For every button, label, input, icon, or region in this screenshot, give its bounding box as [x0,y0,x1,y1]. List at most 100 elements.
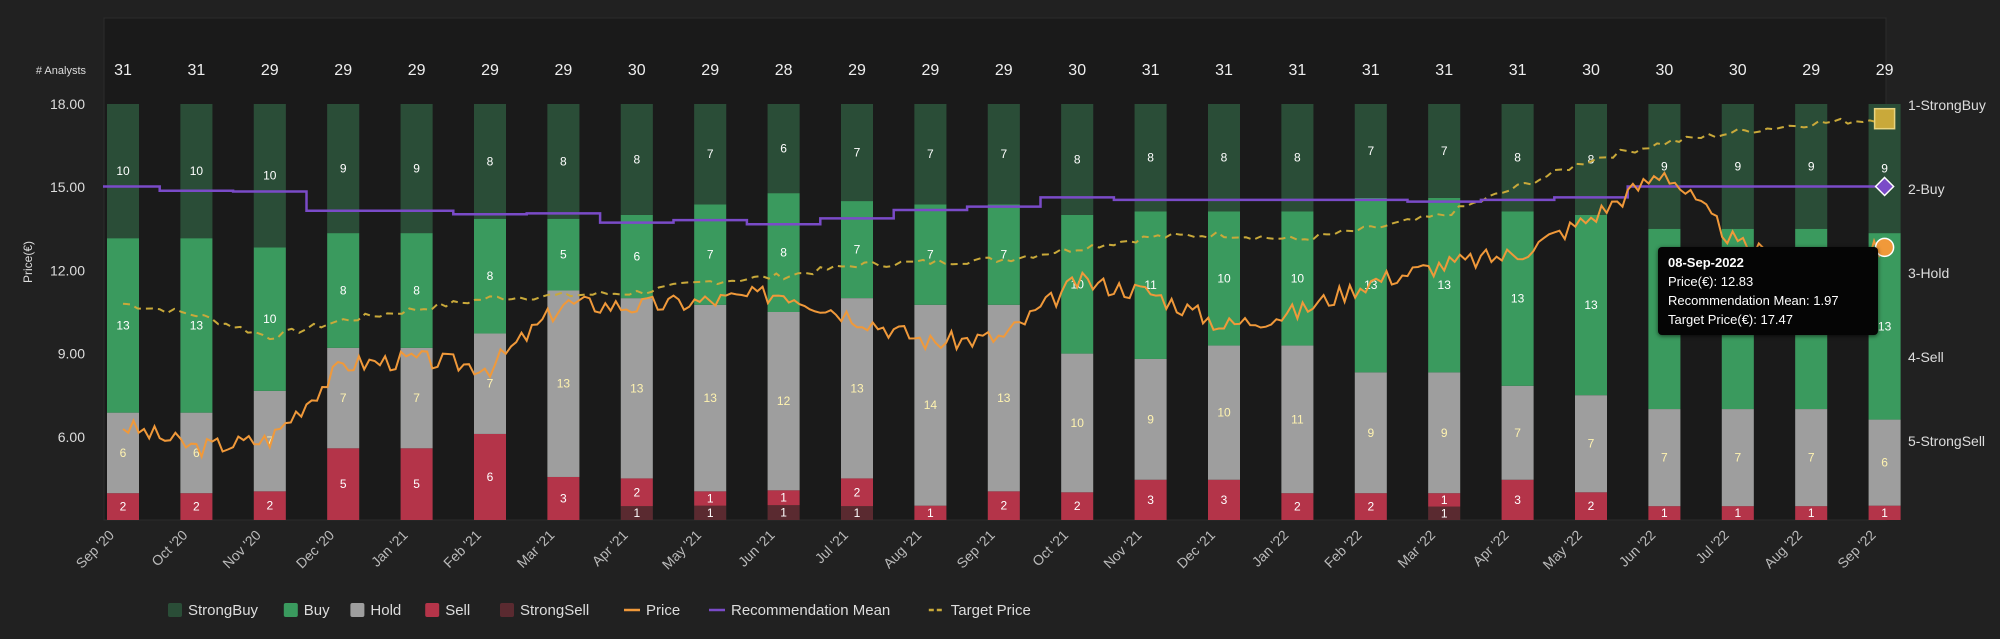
y-tick-label: 9.00 [58,346,85,362]
bar-segment-hold [1648,409,1681,507]
bar-segment-sell [1795,506,1828,520]
bar-value-label: 7 [854,146,861,160]
bar-value-label: 7 [707,147,714,161]
bar-value-label: 8 [340,283,347,297]
bar-segment-hold [1428,372,1461,494]
bar-segment-buy [400,233,433,348]
bar-segment-strongbuy [694,104,727,205]
bar-segment-buy [253,247,286,391]
bar-segment-strongbuy [767,104,800,194]
bar-segment-hold [253,390,286,492]
legend-swatch [168,603,182,617]
bar-value-label: 8 [1294,151,1301,165]
bar-value-label: 8 [413,283,420,297]
analyst-count: 29 [481,62,499,79]
analyst-count: 29 [1802,62,1820,79]
bar-value-label: 2 [266,499,273,513]
bar-value-label: 8 [633,152,640,166]
analyst-count: 29 [261,62,279,79]
bar-value-label: 7 [1808,451,1815,465]
bar-segment-strongsell [1428,506,1461,520]
bar-value-label: 2 [633,485,640,499]
bar-segment-hold [1281,345,1314,494]
bar-segment-sell [1061,492,1094,520]
bar-value-label: 2 [1588,499,1595,513]
legend-swatch [425,603,440,617]
tooltip-date: 08-Sep-2022 [1668,255,1744,270]
tooltip-price: Price(€): 12.83 [1668,274,1754,289]
bar-value-label: 2 [193,500,200,514]
bar-segment-sell [1648,506,1681,520]
bar-segment-hold [400,347,433,449]
analyst-count: 30 [1656,62,1674,79]
bar-segment-strongsell [620,506,653,520]
bar-segment-sell [1281,493,1314,520]
target-price-line [122,117,1886,341]
tooltip-mean: Recommendation Mean: 1.97 [1668,293,1839,308]
tooltip-target: Target Price(€): 17.47 [1668,312,1794,327]
bar-value-label: 10 [1217,406,1231,420]
bar-value-label: 13 [630,381,644,395]
bar-segment-buy [327,233,360,348]
bar-value-label: 1 [1881,506,1888,520]
bar-segment-sell [474,433,506,520]
bar-value-label: 6 [487,470,494,484]
target-price-marker [1873,107,1896,130]
bar-value-label: 1 [1661,506,1668,520]
bar-value-label: 7 [1734,451,1741,465]
bar-value-label: 9 [1808,159,1815,173]
y-tick-label: 12.00 [50,262,85,278]
bar-value-label: 13 [1584,298,1598,312]
bar-segment-sell [1134,479,1167,520]
bar-value-label: 13 [1511,292,1525,306]
bar-segment-sell [1575,492,1607,520]
bar-value-label: 7 [1441,144,1448,158]
bar-segment-strongbuy [1795,104,1828,229]
bar-segment-strongbuy [1501,104,1534,212]
bar-value-label: 7 [1588,437,1595,451]
bar-segment-sell [253,491,286,520]
bar-value-label: 10 [263,312,277,326]
bar-segment-strongsell [694,505,727,520]
analyst-count: 30 [1582,62,1600,79]
bar-segment-strongbuy [547,104,580,219]
right-axis-label: 1-StrongBuy [1908,97,1986,113]
analyst-count: 29 [995,62,1013,79]
bar-segment-buy [1428,197,1461,373]
bar-segment-sell [1354,493,1387,520]
analyst-count: 29 [408,62,426,79]
analyst-count: 29 [922,62,940,79]
bar-value-label: 7 [707,248,714,262]
bar-value-label: 1 [633,506,640,520]
bar-segment-sell [767,490,800,506]
bar-value-label: 7 [1514,426,1521,440]
bar-value-label: 13 [704,391,718,405]
bar-segment-sell [987,491,1020,520]
bar-segment-hold [620,298,653,479]
price-line [122,170,1886,460]
bar-segment-strongbuy [1648,104,1681,229]
bar-value-label: 8 [487,154,494,168]
bar-segment-hold [1134,358,1167,480]
bar-value-label: 6 [780,142,787,156]
bar-value-label: 1 [1808,506,1815,520]
bar-value-label: 13 [1878,319,1892,333]
bar-segment-strongbuy [1428,104,1461,198]
bar-segment-buy [1281,211,1314,346]
right-axis-label: 5-StrongSell [1908,433,1985,449]
bar-segment-strongbuy [1134,104,1167,212]
bar-value-label: 8 [1074,152,1081,166]
bar-value-label: 9 [1441,426,1448,440]
y-tick-label: 15.00 [50,179,85,195]
analysts-row-label: # Analysts [36,65,87,77]
bar-value-label: 2 [854,485,861,499]
bar-value-label: 8 [487,269,494,283]
recommendation-mean-line [103,185,1885,226]
bar-segment-sell [914,505,947,520]
analyst-count: 29 [701,62,719,79]
bar-segment-sell [694,491,727,506]
bar-segment-buy [547,218,580,291]
bar-value-label: 9 [340,162,347,176]
bar-value-label: 9 [1147,412,1154,426]
